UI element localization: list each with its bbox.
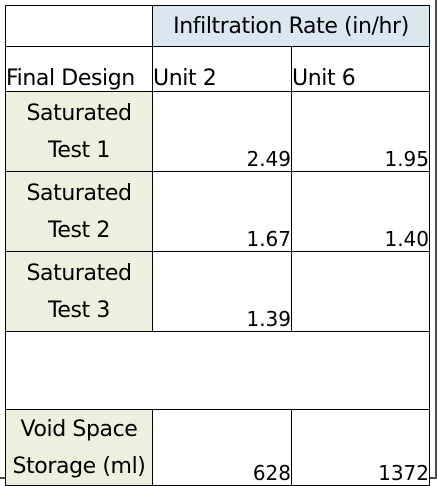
row-label-void-space: Void Space Storage (ml)	[5, 409, 153, 486]
table-row: Void Space Storage (ml) 628 1372	[5, 409, 430, 486]
row-label-line: Storage (ml)	[12, 453, 146, 479]
row-label-line: Void Space	[20, 416, 138, 442]
unit-6-header: Unit 6	[291, 46, 430, 92]
final-design-label: Final Design	[5, 46, 153, 92]
top-left-blank-cell	[5, 5, 153, 47]
unit-2-value: 2.49	[152, 91, 292, 172]
row-label-test-2: Saturated Test 2	[5, 171, 153, 252]
unit-2-header: Unit 2	[152, 46, 292, 92]
row-label-line: Saturated	[26, 260, 132, 286]
unit-2-value: 1.67	[152, 171, 292, 252]
empty-spacer-cell	[5, 331, 430, 410]
row-label-test-3: Saturated Test 3	[5, 251, 153, 332]
unit-6-value	[291, 251, 430, 332]
table-row: Saturated Test 2 1.67 1.40	[5, 171, 430, 252]
infiltration-rate-header: Infiltration Rate (in/hr)	[152, 5, 430, 47]
unit-6-value: 1372	[291, 409, 430, 486]
row-label-line: Test 3	[48, 297, 110, 323]
row-label-line: Test 2	[48, 217, 110, 243]
super-header-row: Infiltration Rate (in/hr)	[5, 5, 430, 47]
row-label-line: Saturated	[26, 180, 132, 206]
table-row: Saturated Test 3 1.39	[5, 251, 430, 332]
column-header-row: Final Design Unit 2 Unit 6	[5, 46, 430, 92]
unit-6-value: 1.95	[291, 91, 430, 172]
unit-6-value: 1.40	[291, 171, 430, 252]
unit-2-value: 1.39	[152, 251, 292, 332]
unit-2-value: 628	[152, 409, 292, 486]
table-row: Saturated Test 1 2.49 1.95	[5, 91, 430, 172]
row-label-line: Test 1	[48, 137, 110, 163]
infiltration-table: Infiltration Rate (in/hr) Final Design U…	[5, 5, 430, 486]
row-label-test-1: Saturated Test 1	[5, 91, 153, 172]
row-label-line: Saturated	[26, 100, 132, 126]
empty-spacer-row	[5, 331, 430, 410]
